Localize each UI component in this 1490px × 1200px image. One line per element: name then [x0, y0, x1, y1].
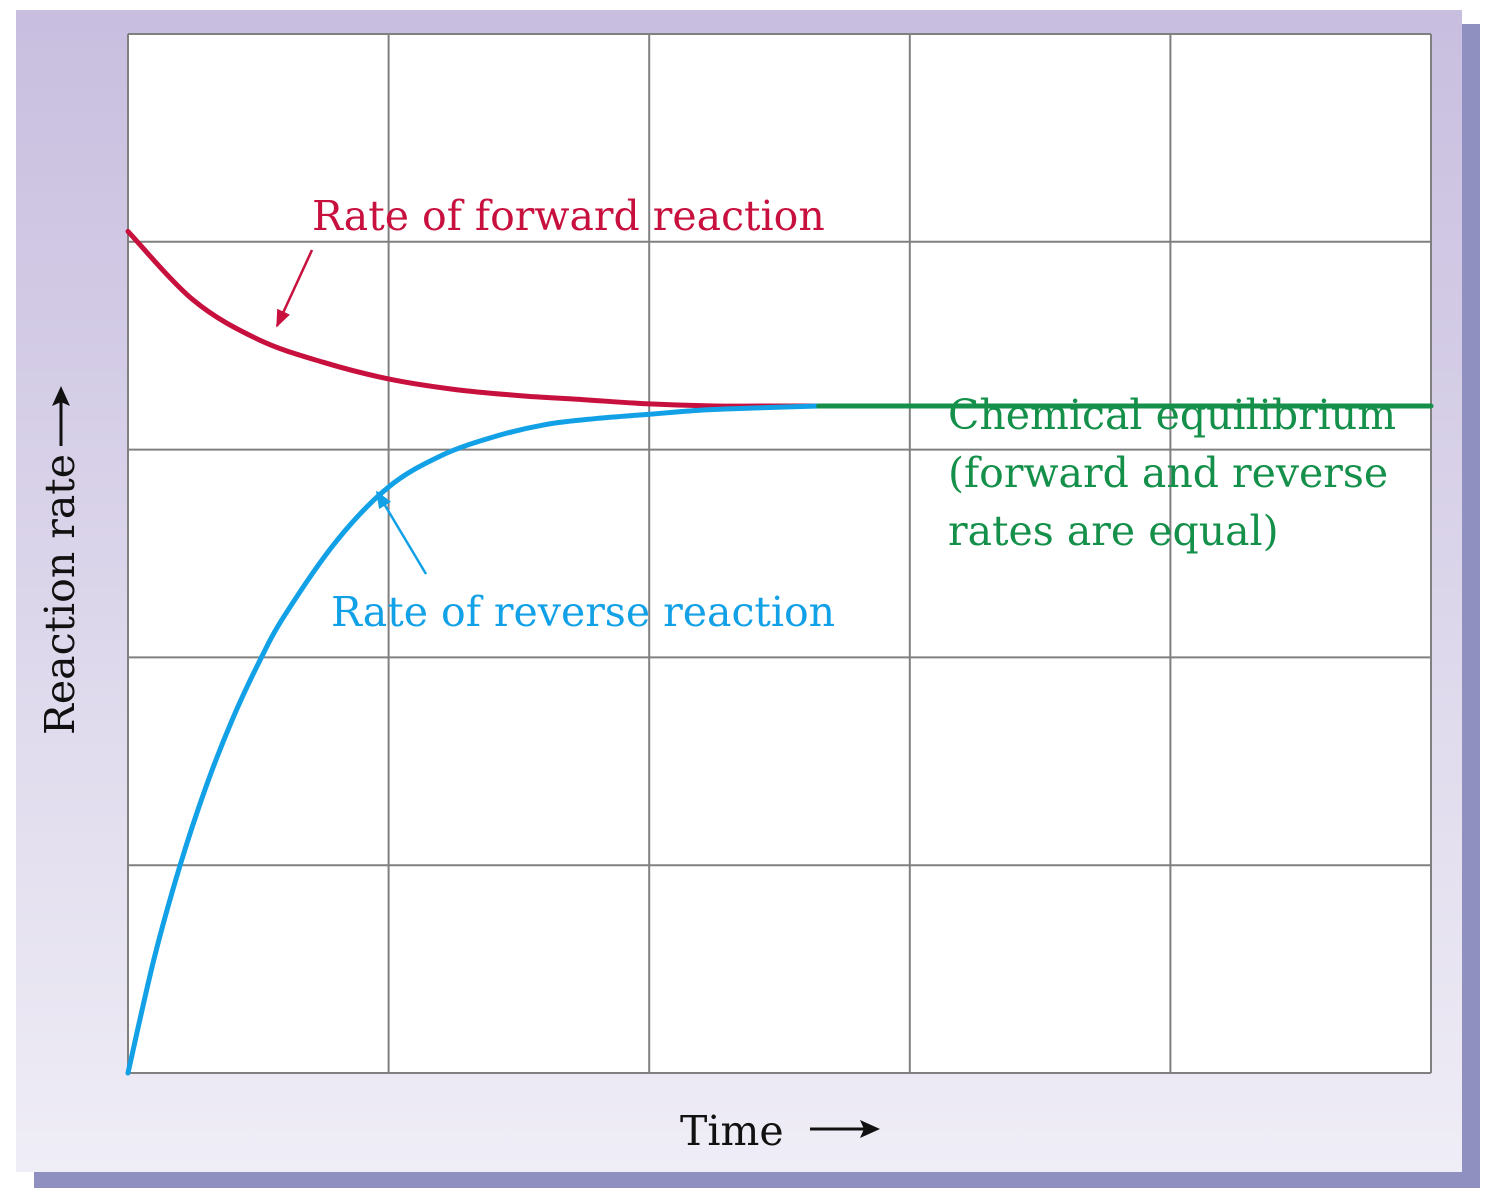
- equilibrium-label-line-2: (forward and reverse: [948, 449, 1388, 497]
- grid: [127, 33, 1432, 1074]
- forward-reaction-line: [125, 228, 822, 409]
- forward-pointer-arrow: [275, 249, 314, 328]
- series-lines: [125, 228, 1434, 1076]
- reverse-reaction-label: Rate of reverse reaction: [331, 588, 835, 636]
- equilibrium-label-line-1: Chemical equilibrium: [948, 391, 1396, 439]
- forward-reaction-label: Rate of forward reaction: [312, 192, 825, 240]
- equilibrium-label-line-3: rates are equal): [948, 507, 1279, 555]
- plot-area: [128, 34, 1431, 1073]
- y-axis-label: Reaction rate: [36, 454, 84, 735]
- x-axis-arrowhead: [860, 1120, 880, 1138]
- x-axis-label: Time: [680, 1107, 784, 1155]
- reverse-reaction-line: [125, 403, 822, 1076]
- reverse-pointer-arrow: [375, 490, 428, 575]
- y-axis-arrowhead: [52, 386, 70, 406]
